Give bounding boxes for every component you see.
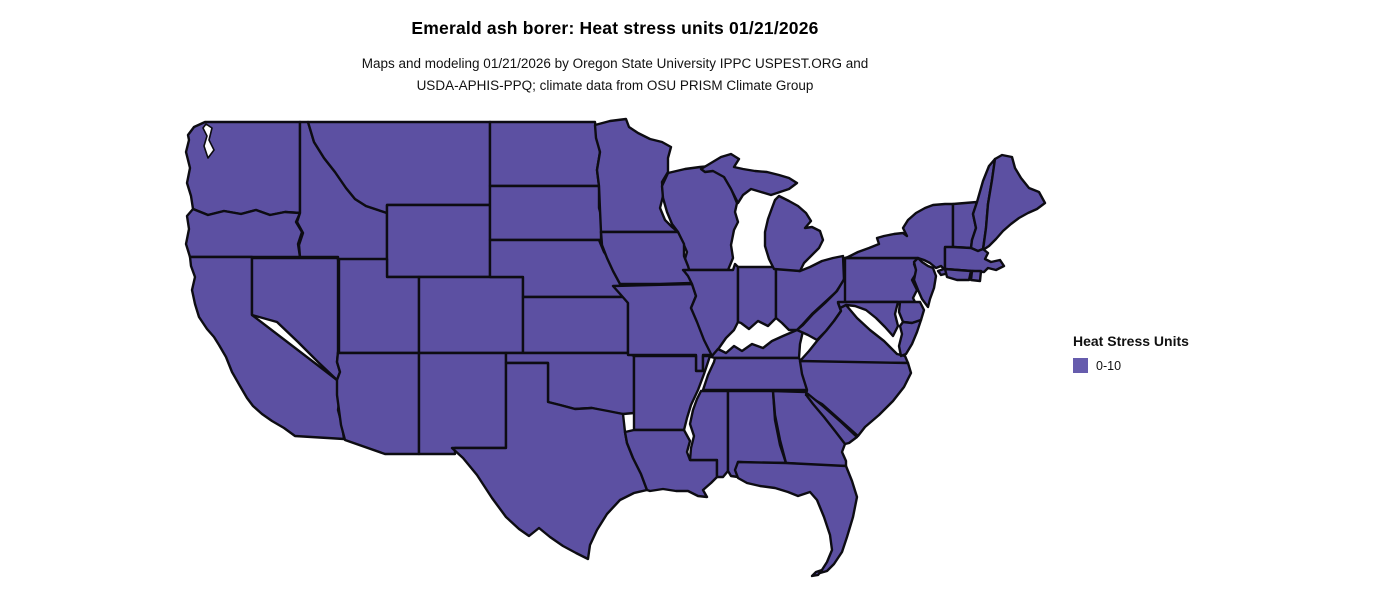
- state-michigan-lower: [763, 194, 825, 273]
- state-connecticut: [943, 267, 973, 282]
- legend-item-label: 0-10: [1096, 358, 1122, 373]
- state-rhode-island: [969, 269, 983, 283]
- state-colorado: [417, 275, 525, 355]
- attribution-line-1: Maps and modeling 01/21/2026 by Oregon S…: [361, 56, 869, 71]
- state-new-jersey: [912, 256, 938, 309]
- page-title: Emerald ash borer: Heat stress units 01/…: [411, 18, 819, 38]
- state-iowa: [599, 230, 694, 286]
- state-louisiana: [623, 428, 719, 499]
- state-maine: [981, 153, 1047, 252]
- attribution-line-2: USDA-APHIS-PPQ; climate data from OSU PR…: [416, 78, 814, 93]
- state-indiana: [736, 265, 778, 331]
- state-maryland: [836, 300, 900, 338]
- state-north-dakota: [488, 120, 602, 188]
- legend-title: Heat Stress Units: [1073, 333, 1189, 349]
- state-south-carolina: [805, 392, 859, 446]
- state-michigan-upper: [699, 152, 799, 205]
- state-wyoming: [385, 203, 492, 279]
- legend: Heat Stress Units 0-10: [1073, 333, 1189, 373]
- state-north-carolina: [798, 359, 913, 438]
- state-florida: [733, 460, 859, 575]
- state-tennessee: [701, 356, 809, 392]
- state-pennsylvania: [843, 256, 920, 304]
- state-new-york: [843, 202, 955, 272]
- state-washington: [184, 120, 302, 217]
- state-oregon: [184, 207, 304, 259]
- figure-header: Emerald ash borer: Heat stress units 01/…: [230, 18, 1000, 97]
- figure-attribution: Maps and modeling 01/21/2026 by Oregon S…: [230, 53, 1000, 97]
- state-new-mexico: [417, 351, 508, 456]
- delmarva-peninsula: [897, 318, 923, 358]
- state-texas: [450, 361, 649, 561]
- state-arizona: [335, 350, 421, 456]
- state-massachusetts: [943, 245, 1006, 274]
- florida-keys: [810, 568, 824, 578]
- state-south-dakota: [488, 184, 605, 242]
- legend-swatch: [1073, 358, 1088, 373]
- puget-sound-inlet: [202, 123, 215, 159]
- legend-item: 0-10: [1073, 358, 1189, 373]
- state-kansas: [521, 295, 630, 355]
